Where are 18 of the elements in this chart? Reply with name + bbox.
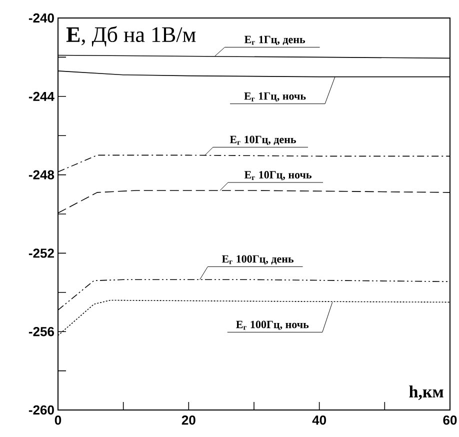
x-tick-label: 60	[443, 416, 457, 425]
x-tick-label: 40	[312, 416, 326, 425]
x-axis-title: h,км	[409, 386, 444, 400]
x-tick-label: 20	[182, 416, 196, 425]
annotation: E$_{г}$ 10Гц, день	[230, 136, 296, 145]
x-tick-label: 0	[54, 416, 62, 425]
y-tick-label: -240	[28, 13, 54, 23]
y-tick-label: -256	[28, 326, 54, 336]
annotation: E$_{г}$ 100Гц, ночь	[236, 320, 309, 330]
y-tick-label: -260	[28, 405, 54, 415]
annotation: E$_{г}$ 100Гц, день	[222, 255, 294, 264]
annotation: E$_{г}$ 10Гц, ночь	[244, 171, 312, 180]
annotation: E$_{г}$ 1Гц, день	[244, 36, 306, 46]
annotation: E$_{г}$ 1Гц, ночь	[244, 92, 306, 102]
y-tick-label: -252	[28, 248, 54, 258]
y-axis-title: E, Дб на 1В/м	[66, 26, 196, 47]
y-tick-label: -248	[28, 170, 54, 180]
y-tick-label: -244	[28, 92, 54, 101]
